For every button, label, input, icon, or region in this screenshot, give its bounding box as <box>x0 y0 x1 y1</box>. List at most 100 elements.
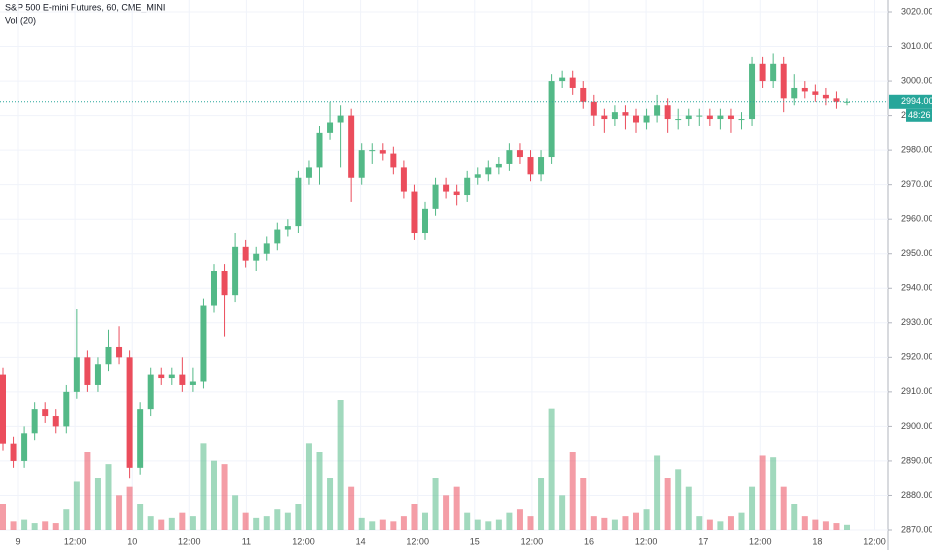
candle-body <box>158 374 165 379</box>
candle-body <box>358 150 365 178</box>
y-tick-label: 3010.00 <box>901 41 932 51</box>
volume-bar <box>675 469 682 530</box>
volume-bar <box>474 519 481 530</box>
candle-body <box>749 63 756 120</box>
candle-body <box>717 115 724 120</box>
last-price-tag <box>889 94 932 109</box>
y-tick-label: 2930.00 <box>901 317 932 327</box>
x-tick-label: 14 <box>356 536 366 546</box>
candle-body <box>10 443 17 461</box>
candle-body <box>221 271 228 296</box>
volume-bar <box>211 460 217 530</box>
volume-bar <box>137 504 144 530</box>
volume-bar <box>31 523 38 530</box>
y-tick-label: 2940.00 <box>901 283 932 293</box>
volume-bar <box>611 519 618 530</box>
volume-bar <box>263 516 270 530</box>
volume-bar <box>443 495 450 530</box>
candle-body <box>274 229 281 244</box>
x-tick-label: 16 <box>584 536 594 546</box>
candle-body <box>337 115 344 123</box>
x-tick-label: 12:00 <box>635 536 658 546</box>
volume-bar <box>717 521 724 530</box>
candle-body <box>411 191 418 234</box>
volume-bar <box>337 400 344 530</box>
volume-bar <box>685 486 692 530</box>
candle-body <box>833 98 840 102</box>
volume-bar <box>780 486 787 530</box>
volume-bar <box>422 512 428 530</box>
candle-body <box>706 115 713 120</box>
candle-body <box>253 253 260 261</box>
countdown-tag <box>906 108 932 122</box>
volume-bar <box>822 521 829 530</box>
volume-bar <box>369 521 376 530</box>
volume-bar <box>189 516 196 530</box>
volume-bar <box>348 486 355 530</box>
candle-body <box>495 163 502 168</box>
volume-bar <box>696 516 703 530</box>
volume-bar <box>295 504 302 530</box>
candle-body <box>327 122 334 133</box>
candle-body <box>738 119 745 121</box>
candle-body <box>147 374 154 410</box>
candle-body <box>305 167 312 178</box>
y-tick-label: 2970.00 <box>901 179 932 189</box>
volume-bar <box>538 478 545 530</box>
volume-bar <box>569 452 576 530</box>
countdown-label: 48:26 <box>908 110 931 120</box>
candle-body <box>685 115 692 120</box>
volume-bar <box>759 455 766 530</box>
candle-body <box>474 174 481 178</box>
candle-body <box>179 374 186 385</box>
candle-body <box>126 357 133 468</box>
x-tick-label: 12:00 <box>749 536 772 546</box>
volume-bar <box>738 512 745 530</box>
volume-bar <box>601 517 608 530</box>
candle-body <box>538 157 545 175</box>
volume-bar <box>495 519 502 530</box>
candle-body <box>643 115 650 123</box>
x-tick-label: 12:00 <box>863 536 886 546</box>
volume-bar <box>749 486 756 530</box>
candle-body <box>464 177 471 196</box>
volume-bar <box>633 512 639 530</box>
candle-body <box>812 91 819 95</box>
candle-body <box>822 94 829 99</box>
candle-body <box>633 115 639 123</box>
volume-bar <box>516 509 523 530</box>
candle-body <box>601 115 608 120</box>
volume-bar <box>801 516 808 530</box>
candle-body <box>52 416 59 427</box>
volume-bar <box>105 464 112 530</box>
candle-body <box>453 191 460 196</box>
candle-body <box>727 115 734 120</box>
volume-bar <box>52 523 59 530</box>
volume-bar <box>242 512 249 530</box>
candle-body <box>432 184 439 209</box>
candle-body <box>21 433 28 461</box>
candle-body <box>664 105 671 120</box>
volume-title: Vol (20) <box>5 15 36 25</box>
candle-body <box>94 364 101 385</box>
volume-bar <box>643 509 650 530</box>
y-tick-label: 2870.00 <box>901 524 932 534</box>
candle-body <box>63 391 70 427</box>
volume-bar <box>84 452 91 530</box>
volume-bar <box>232 495 239 530</box>
volume-bar <box>200 443 207 530</box>
candle-body <box>675 119 682 121</box>
last-price-label: 2994.00 <box>901 96 932 106</box>
y-tick-label: 2960.00 <box>901 214 932 224</box>
volume-bar <box>274 509 281 530</box>
x-tick-label: 17 <box>698 536 708 546</box>
volume-bar <box>284 512 291 530</box>
x-tick-label: 10 <box>127 536 137 546</box>
volume-bar <box>63 509 70 530</box>
candle-body <box>569 77 576 88</box>
x-tick-label: 12:00 <box>521 536 544 546</box>
y-tick-label: 2900.00 <box>901 421 932 431</box>
candle-body <box>379 150 386 154</box>
y-tick-label: 2880.00 <box>901 490 932 500</box>
volume-bar <box>305 443 312 530</box>
